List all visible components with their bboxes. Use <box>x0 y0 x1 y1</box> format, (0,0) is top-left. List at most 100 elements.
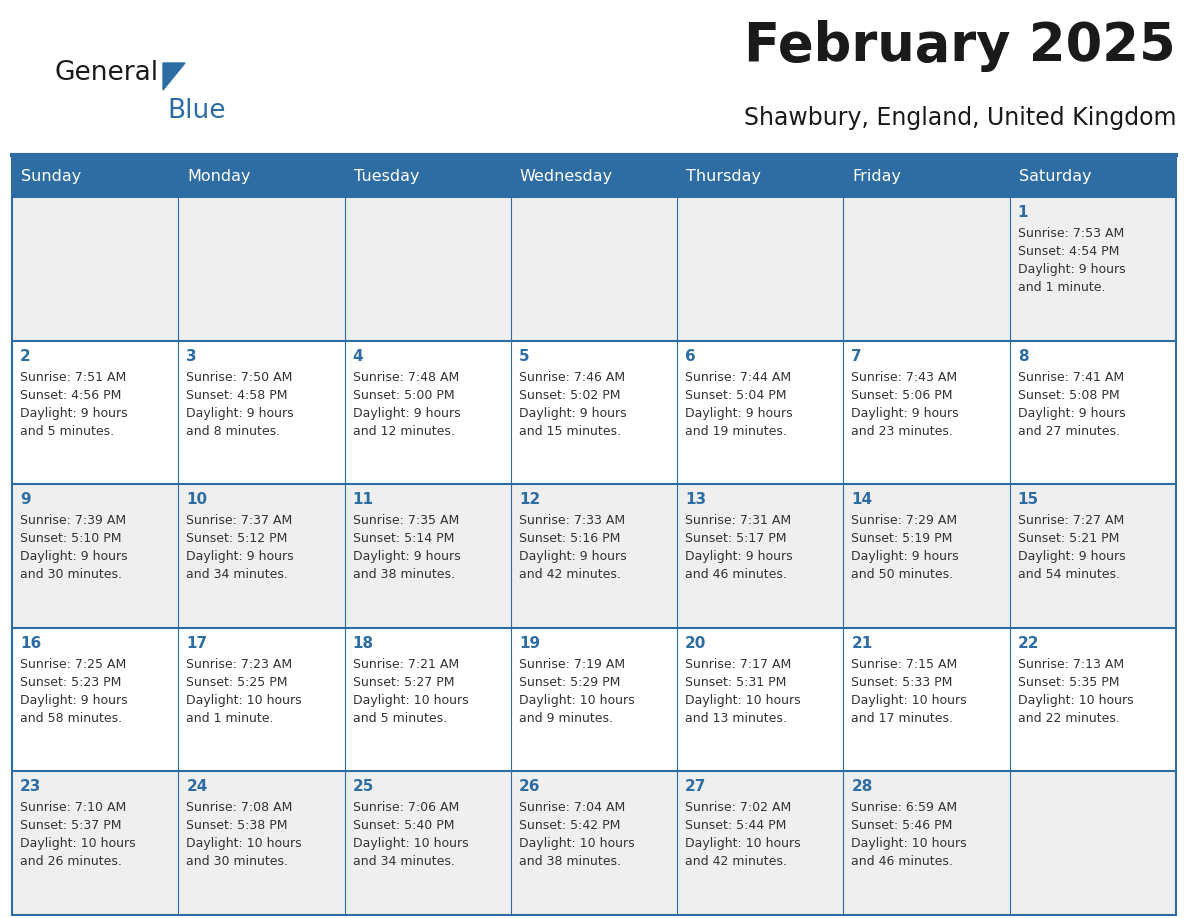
Bar <box>178 771 345 915</box>
Text: Daylight: 9 hours: Daylight: 9 hours <box>187 550 293 564</box>
Text: Sunrise: 7:53 AM: Sunrise: 7:53 AM <box>1018 227 1124 240</box>
Text: Daylight: 10 hours: Daylight: 10 hours <box>1018 694 1133 707</box>
Text: Daylight: 10 hours: Daylight: 10 hours <box>353 837 468 850</box>
Bar <box>178 484 345 628</box>
Bar <box>1010 484 1176 628</box>
Bar <box>178 197 345 341</box>
Text: Sunrise: 7:48 AM: Sunrise: 7:48 AM <box>353 371 459 384</box>
Text: and 54 minutes.: and 54 minutes. <box>1018 568 1120 581</box>
Text: Sunrise: 7:02 AM: Sunrise: 7:02 AM <box>685 801 791 814</box>
Bar <box>1010 197 1176 341</box>
Text: Daylight: 9 hours: Daylight: 9 hours <box>685 550 792 564</box>
Bar <box>843 197 1010 341</box>
Text: 20: 20 <box>685 636 707 651</box>
Text: Saturday: Saturday <box>1019 169 1092 184</box>
Text: 22: 22 <box>1018 636 1040 651</box>
Bar <box>178 341 345 484</box>
Text: 10: 10 <box>187 492 208 508</box>
Text: 5: 5 <box>519 349 530 364</box>
Text: Daylight: 10 hours: Daylight: 10 hours <box>685 694 801 707</box>
Text: Sunrise: 7:25 AM: Sunrise: 7:25 AM <box>20 658 126 671</box>
Text: Sunset: 5:31 PM: Sunset: 5:31 PM <box>685 676 786 688</box>
Text: Sunrise: 7:15 AM: Sunrise: 7:15 AM <box>852 658 958 671</box>
Text: Sunset: 5:29 PM: Sunset: 5:29 PM <box>519 676 620 688</box>
Text: Daylight: 9 hours: Daylight: 9 hours <box>20 694 127 707</box>
Bar <box>345 771 511 915</box>
Text: and 27 minutes.: and 27 minutes. <box>1018 425 1120 438</box>
Bar <box>511 197 677 341</box>
Text: Daylight: 9 hours: Daylight: 9 hours <box>20 407 127 420</box>
Bar <box>12 341 178 484</box>
Text: and 13 minutes.: and 13 minutes. <box>685 711 786 725</box>
Text: Daylight: 9 hours: Daylight: 9 hours <box>353 550 460 564</box>
Bar <box>1010 341 1176 484</box>
Text: Sunset: 5:04 PM: Sunset: 5:04 PM <box>685 388 786 401</box>
Text: Daylight: 9 hours: Daylight: 9 hours <box>187 407 293 420</box>
Text: Sunset: 5:23 PM: Sunset: 5:23 PM <box>20 676 121 688</box>
Text: 17: 17 <box>187 636 208 651</box>
Text: Sunset: 5:12 PM: Sunset: 5:12 PM <box>187 532 287 545</box>
Polygon shape <box>163 63 185 90</box>
Text: Sunrise: 7:37 AM: Sunrise: 7:37 AM <box>187 514 292 527</box>
Text: 23: 23 <box>20 779 42 794</box>
Text: 2: 2 <box>20 349 31 364</box>
Text: Monday: Monday <box>188 169 251 184</box>
Bar <box>345 484 511 628</box>
Text: Daylight: 9 hours: Daylight: 9 hours <box>519 407 626 420</box>
Bar <box>511 771 677 915</box>
Text: Sunrise: 7:06 AM: Sunrise: 7:06 AM <box>353 801 459 814</box>
Text: Sunrise: 7:29 AM: Sunrise: 7:29 AM <box>852 514 958 527</box>
Text: and 8 minutes.: and 8 minutes. <box>187 425 280 438</box>
Bar <box>178 628 345 771</box>
Bar <box>843 628 1010 771</box>
Text: Shawbury, England, United Kingdom: Shawbury, England, United Kingdom <box>744 106 1176 130</box>
Text: Sunrise: 7:43 AM: Sunrise: 7:43 AM <box>852 371 958 384</box>
Text: Thursday: Thursday <box>687 169 762 184</box>
Text: Sunset: 5:40 PM: Sunset: 5:40 PM <box>353 820 454 833</box>
Text: Daylight: 10 hours: Daylight: 10 hours <box>187 837 302 850</box>
Bar <box>843 771 1010 915</box>
Bar <box>12 155 1176 197</box>
Text: 12: 12 <box>519 492 541 508</box>
Bar <box>12 484 178 628</box>
Text: and 30 minutes.: and 30 minutes. <box>20 568 122 581</box>
Text: 6: 6 <box>685 349 696 364</box>
Text: Blue: Blue <box>168 98 226 124</box>
Text: Sunset: 5:17 PM: Sunset: 5:17 PM <box>685 532 786 545</box>
Bar <box>677 341 843 484</box>
Text: Sunrise: 7:44 AM: Sunrise: 7:44 AM <box>685 371 791 384</box>
Text: Sunset: 5:37 PM: Sunset: 5:37 PM <box>20 820 121 833</box>
Text: Sunset: 5:46 PM: Sunset: 5:46 PM <box>852 820 953 833</box>
Text: Sunrise: 7:19 AM: Sunrise: 7:19 AM <box>519 658 625 671</box>
Text: Sunrise: 7:51 AM: Sunrise: 7:51 AM <box>20 371 126 384</box>
Text: and 42 minutes.: and 42 minutes. <box>685 856 786 868</box>
Text: Daylight: 9 hours: Daylight: 9 hours <box>685 407 792 420</box>
Text: and 34 minutes.: and 34 minutes. <box>187 568 289 581</box>
Text: February 2025: February 2025 <box>745 20 1176 72</box>
Text: 7: 7 <box>852 349 862 364</box>
Text: and 15 minutes.: and 15 minutes. <box>519 425 621 438</box>
Text: Daylight: 10 hours: Daylight: 10 hours <box>685 837 801 850</box>
Text: and 5 minutes.: and 5 minutes. <box>353 711 447 725</box>
Text: Daylight: 10 hours: Daylight: 10 hours <box>187 694 302 707</box>
Text: Daylight: 9 hours: Daylight: 9 hours <box>1018 407 1125 420</box>
Text: and 30 minutes.: and 30 minutes. <box>187 856 289 868</box>
Text: Sunset: 4:58 PM: Sunset: 4:58 PM <box>187 388 287 401</box>
Text: and 38 minutes.: and 38 minutes. <box>353 568 455 581</box>
Text: 3: 3 <box>187 349 197 364</box>
Text: Sunset: 5:19 PM: Sunset: 5:19 PM <box>852 532 953 545</box>
Text: 21: 21 <box>852 636 873 651</box>
Text: Daylight: 9 hours: Daylight: 9 hours <box>1018 263 1125 276</box>
Text: 16: 16 <box>20 636 42 651</box>
Text: Daylight: 9 hours: Daylight: 9 hours <box>353 407 460 420</box>
Text: 26: 26 <box>519 779 541 794</box>
Text: Daylight: 10 hours: Daylight: 10 hours <box>852 694 967 707</box>
Text: Wednesday: Wednesday <box>520 169 613 184</box>
Text: Daylight: 10 hours: Daylight: 10 hours <box>20 837 135 850</box>
Text: and 58 minutes.: and 58 minutes. <box>20 711 122 725</box>
Text: Daylight: 10 hours: Daylight: 10 hours <box>519 694 634 707</box>
Text: 27: 27 <box>685 779 707 794</box>
Text: Friday: Friday <box>853 169 902 184</box>
Text: Sunset: 5:08 PM: Sunset: 5:08 PM <box>1018 388 1119 401</box>
Text: and 17 minutes.: and 17 minutes. <box>852 711 954 725</box>
